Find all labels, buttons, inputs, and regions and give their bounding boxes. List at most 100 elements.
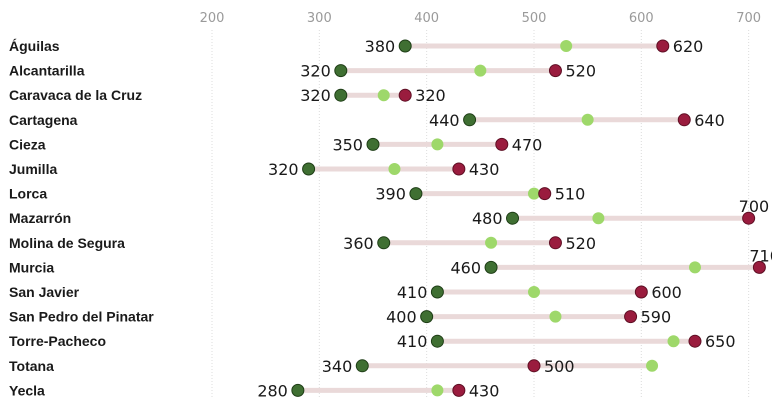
- high-value-label: 500: [544, 357, 575, 376]
- mid-point: [688, 261, 701, 274]
- low-value-label: 460: [451, 258, 482, 277]
- low-value-label: 320: [300, 62, 331, 81]
- mid-point: [592, 212, 605, 225]
- low-point: [377, 236, 391, 250]
- mid-point: [549, 310, 562, 323]
- x-tick-label-300: 300: [307, 11, 332, 26]
- category-label: Totana: [9, 358, 54, 374]
- category-label: Cieza: [9, 136, 46, 152]
- high-point: [742, 211, 756, 225]
- category-label: Alcantarilla: [9, 63, 85, 79]
- mid-point: [474, 64, 487, 77]
- high-point: [495, 137, 509, 151]
- high-point: [656, 39, 670, 53]
- low-point: [430, 334, 444, 348]
- high-point: [548, 236, 562, 250]
- mid-point: [485, 236, 498, 249]
- high-point: [624, 310, 638, 324]
- low-point: [291, 383, 305, 397]
- x-tick-label-700: 700: [736, 11, 761, 26]
- mid-point: [646, 359, 659, 372]
- low-value-label: 400: [386, 308, 417, 327]
- high-value-label: 600: [651, 283, 682, 302]
- high-value-label: 430: [469, 160, 500, 179]
- low-value-label: 360: [343, 234, 374, 253]
- mid-point: [527, 187, 540, 200]
- mid-point: [581, 113, 594, 126]
- high-value-label: 510: [555, 185, 586, 204]
- low-value-label: 340: [322, 357, 353, 376]
- mid-point: [527, 286, 540, 298]
- low-value-label: 280: [257, 381, 288, 400]
- high-value-label: 650: [705, 332, 736, 351]
- low-value-label: 320: [300, 86, 331, 105]
- high-value-label: 710: [749, 246, 772, 265]
- low-point: [398, 39, 412, 53]
- low-point: [430, 285, 444, 299]
- high-point: [527, 359, 541, 373]
- category-label: Molina de Segura: [9, 235, 125, 251]
- high-point: [538, 187, 552, 201]
- low-value-label: 410: [397, 283, 428, 302]
- low-point: [506, 211, 520, 225]
- value-labels: 380 620 320 520 320 320 440 640 350 470 320 430 390 5…: [257, 37, 772, 400]
- low-point: [355, 359, 369, 373]
- mid-point: [388, 163, 401, 175]
- category-labels: Águilas Alcantarilla Caravaca de la Cruz Ca…: [9, 38, 154, 398]
- mid-point: [431, 138, 444, 151]
- x-tick-label-400: 400: [414, 11, 439, 26]
- high-value-label: 320: [415, 86, 446, 105]
- x-tick-label-500: 500: [522, 11, 547, 26]
- low-value-label: 410: [397, 332, 428, 351]
- low-value-label: 440: [429, 111, 460, 130]
- low-point: [463, 113, 477, 127]
- low-point: [484, 260, 498, 274]
- low-value-label: 350: [332, 135, 363, 154]
- high-point: [398, 88, 412, 102]
- low-point: [366, 137, 380, 151]
- mid-point: [560, 40, 573, 52]
- low-value-label: 380: [365, 37, 396, 56]
- low-value-label: 390: [375, 185, 406, 204]
- category-label: Yecla: [9, 382, 45, 398]
- low-point: [409, 187, 423, 201]
- data-points: [291, 39, 766, 397]
- high-value-label: 520: [565, 62, 596, 81]
- category-label: Torre-Pacheco: [9, 333, 106, 349]
- high-value-label: 520: [565, 234, 596, 253]
- mid-point: [431, 384, 444, 397]
- category-label: Mazarrón: [9, 210, 71, 226]
- low-point: [334, 88, 348, 102]
- high-point: [634, 285, 648, 299]
- category-label: Jumilla: [9, 161, 57, 177]
- category-label: Cartagena: [9, 112, 78, 128]
- range-bars: [295, 43, 762, 393]
- category-label: San Javier: [9, 284, 80, 300]
- high-value-label: 640: [694, 111, 725, 130]
- x-tick-label-600: 600: [629, 11, 654, 26]
- category-label: Lorca: [9, 186, 47, 202]
- category-label: Caravaca de la Cruz: [9, 87, 142, 103]
- high-point: [752, 260, 766, 274]
- high-point: [548, 64, 562, 78]
- high-point: [452, 162, 466, 176]
- high-value-label: 470: [512, 135, 543, 154]
- category-label: San Pedro del Pinatar: [9, 309, 154, 325]
- high-point: [677, 113, 691, 127]
- mid-point: [377, 89, 390, 102]
- high-point: [688, 334, 702, 348]
- category-label: Murcia: [9, 259, 54, 275]
- high-value-label: 590: [641, 308, 672, 327]
- x-tick-label-200: 200: [200, 11, 225, 26]
- x-axis-ticks: 200 300 400 500 600 700: [200, 11, 761, 26]
- high-value-label: 700: [739, 197, 770, 216]
- category-label: Águilas: [9, 38, 60, 54]
- low-point: [334, 64, 348, 78]
- low-point: [420, 310, 434, 324]
- high-value-label: 430: [469, 381, 500, 400]
- high-value-label: 620: [673, 37, 704, 56]
- low-value-label: 320: [268, 160, 299, 179]
- high-point: [452, 383, 466, 397]
- low-value-label: 480: [472, 209, 503, 228]
